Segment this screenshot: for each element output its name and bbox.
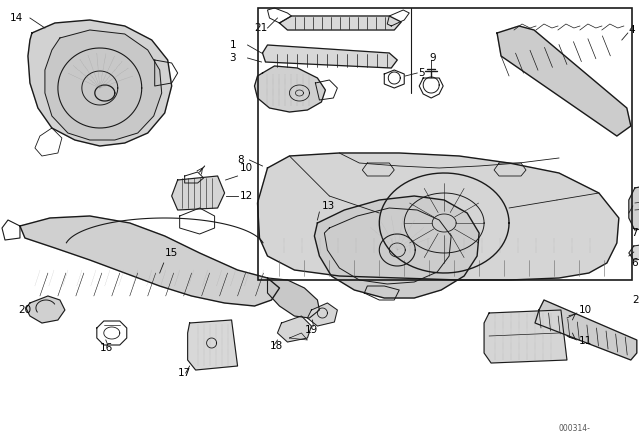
- Text: 20: 20: [18, 305, 31, 315]
- Polygon shape: [188, 320, 237, 370]
- Text: 5: 5: [418, 68, 425, 78]
- Text: 14: 14: [10, 13, 23, 23]
- Polygon shape: [28, 20, 172, 146]
- Text: 2: 2: [632, 295, 639, 305]
- Text: 7: 7: [631, 228, 637, 238]
- Polygon shape: [255, 66, 325, 112]
- Polygon shape: [45, 30, 162, 140]
- Text: 18: 18: [269, 341, 283, 351]
- Polygon shape: [257, 153, 619, 280]
- Polygon shape: [26, 296, 65, 323]
- Polygon shape: [629, 243, 640, 260]
- Polygon shape: [535, 300, 637, 360]
- Text: 16: 16: [100, 343, 113, 353]
- Text: 1: 1: [230, 40, 236, 50]
- Polygon shape: [484, 310, 567, 363]
- Text: 11: 11: [579, 336, 592, 346]
- Text: 9: 9: [429, 53, 436, 63]
- Text: 10: 10: [239, 163, 253, 173]
- Polygon shape: [278, 316, 312, 342]
- Polygon shape: [262, 45, 397, 68]
- Text: 000314-: 000314-: [559, 424, 591, 433]
- Text: 15: 15: [164, 248, 178, 258]
- Polygon shape: [268, 278, 319, 318]
- Polygon shape: [172, 176, 225, 210]
- Text: 19: 19: [305, 325, 318, 335]
- Text: 21: 21: [255, 23, 268, 33]
- Polygon shape: [629, 183, 640, 230]
- Polygon shape: [314, 196, 479, 298]
- Text: 3: 3: [230, 53, 236, 63]
- Polygon shape: [307, 303, 337, 326]
- Polygon shape: [20, 216, 280, 306]
- Polygon shape: [497, 26, 631, 136]
- Polygon shape: [280, 16, 401, 30]
- Text: 6: 6: [631, 258, 637, 268]
- Text: 17: 17: [178, 368, 191, 378]
- Text: 13: 13: [321, 201, 335, 211]
- Text: 12: 12: [239, 191, 253, 201]
- Bar: [257, 8, 632, 280]
- Text: 10: 10: [579, 305, 592, 315]
- Text: 4: 4: [629, 25, 636, 35]
- Text: 8: 8: [237, 155, 244, 165]
